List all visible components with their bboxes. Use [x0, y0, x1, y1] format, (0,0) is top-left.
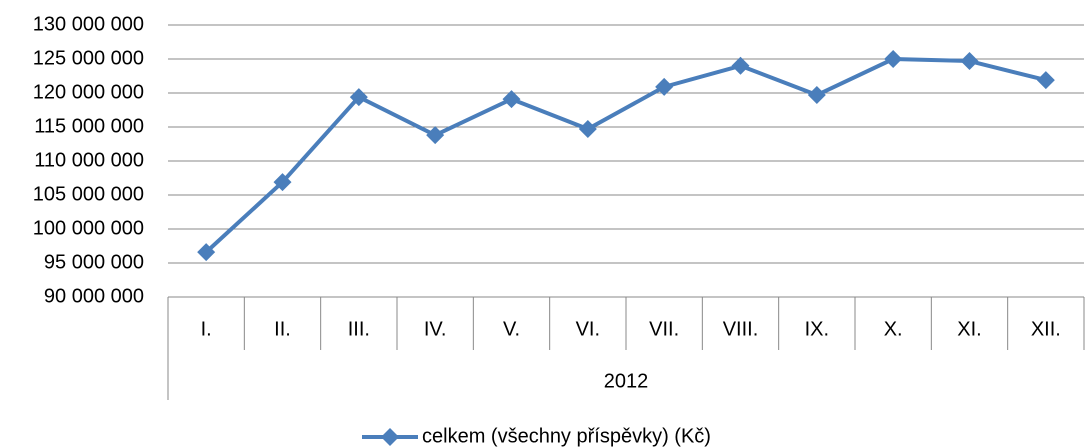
point-marker	[960, 52, 979, 71]
y-tick-label: 125 000 000	[33, 47, 144, 69]
x-tick-label: IX.	[805, 318, 829, 340]
point-marker	[655, 77, 674, 96]
legend-marker	[381, 428, 399, 446]
y-tick-label: 105 000 000	[33, 183, 144, 205]
point-marker	[807, 86, 826, 105]
y-tick-label: 100 000 000	[33, 217, 144, 239]
y-tick-label: 110 000 000	[34, 149, 144, 171]
x-tick-label: III.	[348, 318, 370, 340]
y-tick-label: 130 000 000	[33, 13, 144, 35]
point-marker	[273, 173, 292, 192]
x-tick-label: VII.	[649, 318, 679, 340]
x-tick-label: I.	[201, 318, 212, 340]
x-tick-label: XI.	[957, 318, 981, 340]
y-tick-label: 120 000 000	[33, 81, 144, 103]
x-tick-label: X.	[884, 318, 903, 340]
y-tick-label: 95 000 000	[44, 251, 144, 273]
y-tick-label: 115 000 000	[34, 115, 144, 137]
x-tick-label: V.	[503, 318, 520, 340]
x-tick-label: II.	[274, 318, 291, 340]
point-marker	[426, 126, 445, 145]
legend-label: celkem (všechny příspěvky) (Kč)	[422, 425, 711, 447]
x-group-label: 2012	[604, 370, 649, 392]
point-marker	[349, 88, 368, 107]
x-tick-label: IV.	[424, 318, 447, 340]
point-marker	[1036, 71, 1055, 90]
x-tick-label: XII.	[1031, 318, 1061, 340]
point-marker	[884, 50, 903, 68]
point-marker	[731, 56, 750, 75]
point-marker	[578, 120, 597, 139]
x-tick-label: VIII.	[723, 318, 759, 340]
point-marker	[502, 90, 521, 109]
point-marker	[197, 243, 216, 262]
x-tick-label: VI.	[576, 318, 600, 340]
series-line	[204, 57, 1047, 254]
y-tick-label: 90 000 000	[44, 285, 144, 307]
